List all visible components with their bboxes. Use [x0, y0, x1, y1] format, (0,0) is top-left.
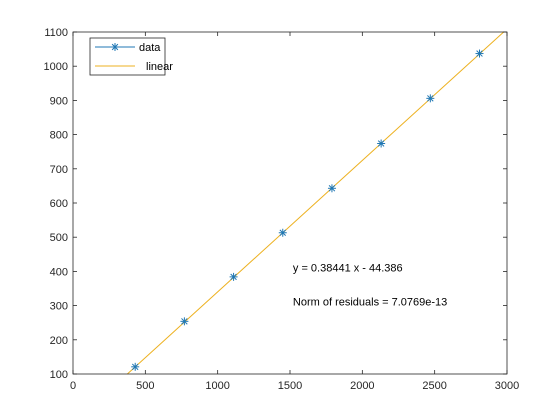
y-tick-label: 500 [50, 232, 68, 244]
data-marker-layer [131, 49, 484, 371]
legend: data linear [89, 37, 173, 76]
data-point [475, 49, 484, 58]
y-tick-label: 1100 [44, 27, 68, 39]
legend-data-label: data [139, 42, 161, 54]
data-point [131, 362, 140, 371]
y-tick-label: 800 [50, 130, 68, 142]
plot-area [73, 32, 507, 374]
y-tick-label: 400 [50, 266, 68, 278]
x-tick-label: 3000 [495, 380, 519, 392]
x-tick-label: 1500 [278, 380, 302, 392]
x-tick-label: 1000 [205, 380, 229, 392]
data-point [180, 317, 189, 326]
y-tick-label: 900 [50, 95, 68, 107]
y-tick-label: 100 [50, 369, 68, 381]
annotation-text: y = 0.38441 x - 44.386 [293, 262, 403, 274]
x-tick-label: 2000 [350, 380, 374, 392]
data-point [377, 139, 386, 148]
data-point [229, 272, 238, 281]
fit-line-layer [127, 31, 505, 375]
legend-box [89, 37, 166, 76]
data-point [327, 184, 336, 193]
tick-layer: 0 500 1000 1500 2000 2500 3000 100 200 300 400 500 6… [44, 27, 520, 392]
data-point [426, 94, 435, 103]
legend-data-marker [111, 43, 119, 51]
legend-linear-label: linear [146, 61, 173, 73]
y-tick-label: 300 [50, 301, 68, 313]
x-tick-label: 500 [136, 380, 154, 392]
y-tick-label: 1000 [44, 61, 68, 73]
annotation-layer: y = 0.38441 x - 44.386 Norm of residuals … [293, 262, 447, 308]
legend-data-asterisk [111, 43, 119, 51]
x-tick-label: 0 [70, 380, 76, 392]
y-tick-label: 600 [50, 198, 68, 210]
y-tick-label: 700 [50, 164, 68, 176]
y-tick-label: 200 [50, 335, 68, 347]
fit-line [127, 31, 505, 375]
data-point [278, 228, 287, 237]
x-tick-label: 2500 [422, 380, 446, 392]
annotation-text: Norm of residuals = 7.0769e-13 [293, 297, 447, 309]
